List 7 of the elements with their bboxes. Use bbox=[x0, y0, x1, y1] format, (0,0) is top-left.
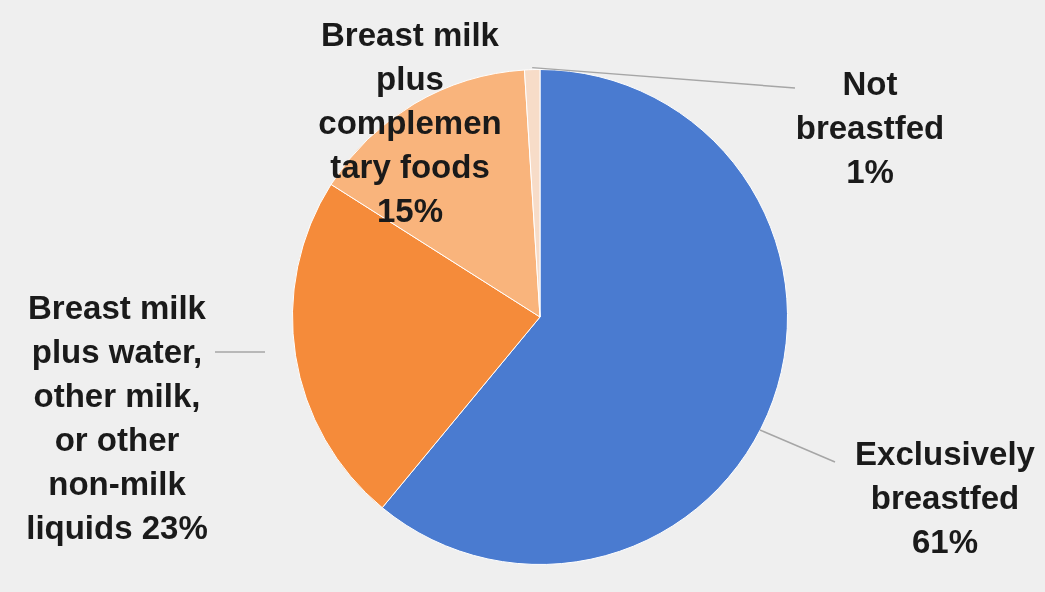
data-label: 61% bbox=[911, 523, 979, 561]
slice-label: Breast milk plus complementary foods bbox=[318, 16, 502, 186]
data-label: 1% bbox=[846, 153, 894, 191]
slice-label: Breast milk plus water, other milk, or other non-milk liquids 23% bbox=[26, 289, 208, 547]
data-label: 15% bbox=[376, 192, 444, 230]
slice-label: Not breastfed bbox=[795, 65, 945, 147]
slice-label: Exclusively breastfed bbox=[855, 435, 1036, 517]
